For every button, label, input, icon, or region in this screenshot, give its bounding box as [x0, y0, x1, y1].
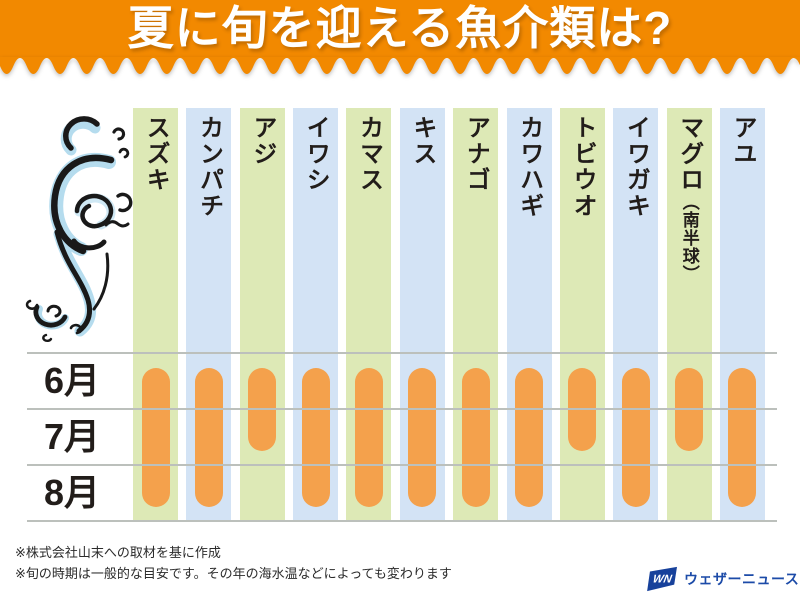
logo-text: ウェザーニュース	[684, 571, 800, 587]
fish-name: トビウオ	[568, 115, 596, 219]
fish-name-label: カンパチ	[195, 115, 223, 522]
species-column: トビウオ	[559, 108, 605, 522]
fish-name-label: イワガキ	[622, 115, 650, 522]
season-bar	[461, 368, 490, 507]
season-bar	[621, 368, 650, 507]
month-label: 8月	[43, 472, 100, 513]
disclaimer-note: ※旬の時期は一般的な目安です。その年の海水温などによっても変わります	[15, 566, 452, 581]
logo-mark-text: WN	[652, 574, 674, 586]
species-column: アジ	[239, 108, 285, 522]
fish-name: イワシ	[302, 115, 330, 193]
species-column: イワシ	[293, 108, 339, 522]
season-bar	[728, 368, 757, 507]
fish-name: カマス	[355, 115, 383, 193]
weathernews-logo: WN ウェザーニュース	[646, 565, 799, 593]
fish-name-label: アナゴ	[462, 115, 490, 522]
fish-name: アユ	[729, 115, 757, 167]
gridline	[27, 352, 777, 354]
gridline	[27, 520, 777, 522]
weathernews-logo-icon: WN	[647, 566, 677, 592]
season-bar	[301, 368, 330, 507]
scalloped-edge	[0, 57, 800, 74]
scalloped-edge-path	[0, 57, 800, 74]
page-title: 夏に旬を迎える魚介類は?	[127, 2, 673, 54]
species-column: マグロ（南半球）	[666, 108, 712, 522]
species-column: カワハギ	[506, 108, 552, 522]
gridline	[27, 408, 777, 410]
fish-name-label: カワハギ	[515, 115, 543, 522]
fish-name-label: トビウオ	[568, 115, 596, 522]
season-bar	[194, 368, 223, 507]
fish-name-label: キス	[408, 115, 436, 522]
species-column: アナゴ	[453, 108, 499, 522]
header-banner: 夏に旬を迎える魚介類は?	[0, 0, 800, 58]
fish-name: カンパチ	[195, 115, 223, 219]
fish-name-label: アジ	[248, 115, 276, 522]
season-bar	[141, 368, 170, 507]
month-label: 7月	[43, 416, 100, 457]
fish-name: アジ	[248, 115, 276, 167]
fish-name-label: カマス	[355, 115, 383, 522]
fish-name: カワハギ	[515, 115, 543, 219]
fish-name: アナゴ	[462, 115, 490, 193]
species-column: キス	[399, 108, 445, 522]
month-label: 6月	[43, 360, 100, 401]
fish-name: スズキ	[142, 115, 170, 193]
fish-name-label: イワシ	[302, 115, 330, 522]
fish-name: イワガキ	[622, 115, 650, 219]
water-splash-icon	[25, 116, 133, 343]
species-column: イワガキ	[613, 108, 659, 522]
fish-name-label: アユ	[729, 115, 757, 522]
species-column: カマス	[346, 108, 392, 522]
fish-name: キス	[408, 115, 436, 167]
species-column: カンパチ	[186, 108, 232, 522]
season-bar	[408, 368, 437, 507]
fish-name-label: スズキ	[142, 115, 170, 522]
fish-name: マグロ	[675, 115, 703, 193]
species-column: スズキ	[133, 108, 178, 522]
gridline	[27, 464, 777, 466]
source-note: ※株式会社山末への取材を基に作成	[15, 545, 221, 560]
season-bar	[515, 368, 544, 507]
fish-name-note: （南半球）	[679, 193, 699, 283]
species-column: アユ	[719, 108, 765, 522]
season-bar	[354, 368, 383, 507]
fish-name-label: マグロ（南半球）	[675, 115, 703, 522]
